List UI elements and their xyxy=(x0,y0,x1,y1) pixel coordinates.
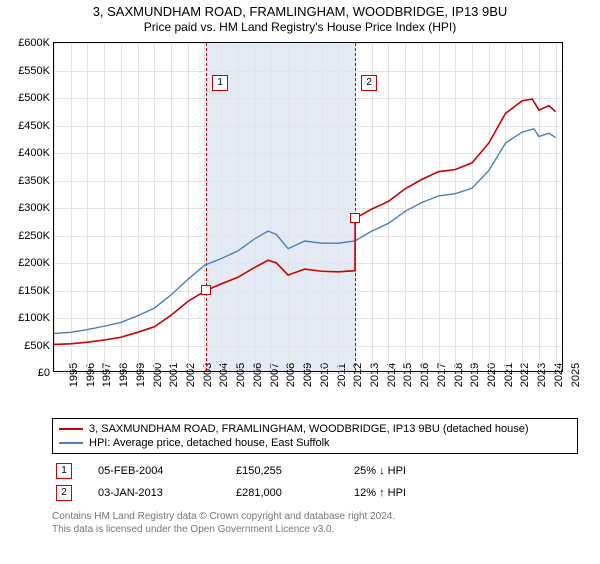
y-axis-label: £50K xyxy=(24,340,50,352)
legend-label: HPI: Average price, detached house, East… xyxy=(89,437,330,449)
sale-point-marker xyxy=(350,213,360,223)
y-axis-label: £200K xyxy=(18,257,50,269)
sale-price: £150,255 xyxy=(232,460,350,482)
y-axis-label: £100K xyxy=(18,312,50,324)
y-axis-label: £0 xyxy=(38,367,50,379)
legend-swatch xyxy=(59,428,83,430)
series-hpi xyxy=(54,129,556,334)
attribution: Contains HM Land Registry data © Crown c… xyxy=(52,510,578,536)
legend-item: 3, SAXMUNDHAM ROAD, FRAMLINGHAM, WOODBRI… xyxy=(59,422,571,436)
y-axis-label: £600K xyxy=(18,37,50,49)
sale-date: 03-JAN-2013 xyxy=(94,482,232,504)
y-axis-label: £150K xyxy=(18,285,50,297)
legend-swatch xyxy=(59,442,83,444)
plot-area: £0£50K£100K£150K£200K£250K£300K£350K£400… xyxy=(53,42,563,372)
attribution-line2: This data is licensed under the Open Gov… xyxy=(52,523,578,536)
y-axis-label: £350K xyxy=(18,175,50,187)
y-axis-label: £250K xyxy=(18,230,50,242)
legend: 3, SAXMUNDHAM ROAD, FRAMLINGHAM, WOODBRI… xyxy=(52,418,578,454)
legend-label: 3, SAXMUNDHAM ROAD, FRAMLINGHAM, WOODBRI… xyxy=(89,423,529,435)
chart-container: £0 £50K £100K £150K £200K £250K £300K £350K £400… xyxy=(5,40,575,410)
sale-date: 05-FEB-2004 xyxy=(94,460,232,482)
y-axis-label: £500K xyxy=(18,92,50,104)
chart-subtitle: Price paid vs. HM Land Registry's House … xyxy=(0,20,600,34)
sale-point-marker xyxy=(201,285,211,295)
series-property xyxy=(54,99,556,344)
sales-table: 1 05-FEB-2004£150,25525% ↓ HPI 2 03-JAN-201… xyxy=(52,460,552,504)
sale-delta: 12% ↑ HPI xyxy=(350,482,552,504)
sale-price: £281,000 xyxy=(232,482,350,504)
legend-item: HPI: Average price, detached house, East… xyxy=(59,436,571,450)
y-axis-label: £450K xyxy=(18,120,50,132)
sale-badge: 1 xyxy=(56,463,72,479)
y-axis-label: £300K xyxy=(18,202,50,214)
y-axis-label: £400K xyxy=(18,147,50,159)
sale-badge: 2 xyxy=(56,485,72,501)
table-row: 1 05-FEB-2004£150,25525% ↓ HPI xyxy=(52,460,552,482)
series-svg xyxy=(54,43,564,373)
sale-delta: 25% ↓ HPI xyxy=(350,460,552,482)
attribution-line1: Contains HM Land Registry data © Crown c… xyxy=(52,510,578,523)
y-axis-label: £550K xyxy=(18,65,50,77)
table-row: 2 03-JAN-2013£281,00012% ↑ HPI xyxy=(52,482,552,504)
chart-title: 3, SAXMUNDHAM ROAD, FRAMLINGHAM, WOODBRI… xyxy=(0,4,600,19)
